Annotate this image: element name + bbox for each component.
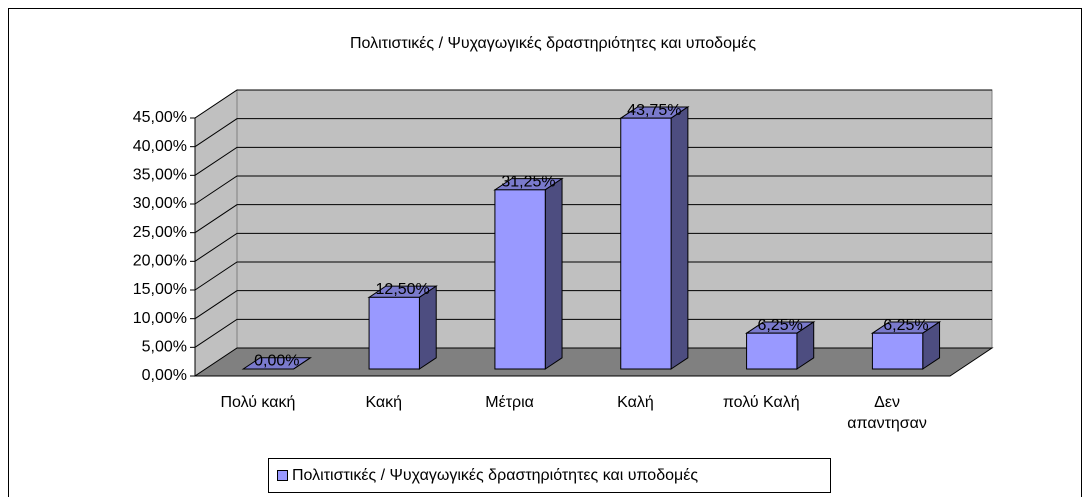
legend-box <box>268 458 831 493</box>
grid-line <box>194 118 992 148</box>
bar <box>620 117 672 370</box>
y-tick-label: 20,00% <box>133 253 187 270</box>
grid-line <box>194 89 992 119</box>
y-tick-label: 25,00% <box>133 224 187 241</box>
chart-title: Πολιτιστικές / Ψυχαγωγικές δραστηριότητε… <box>350 35 756 52</box>
bar-side <box>293 357 311 370</box>
grid-line <box>194 232 992 262</box>
value-label: 43,75% <box>627 102 681 119</box>
back-wall <box>236 89 993 349</box>
grid-line <box>194 261 992 291</box>
grid-line <box>194 290 992 320</box>
y-tick-label: 40,00% <box>133 138 187 155</box>
value-label: 31,25% <box>501 173 555 190</box>
bar <box>871 332 924 370</box>
x-tick-label: Κακή <box>365 394 402 411</box>
bar <box>494 189 546 370</box>
value-label: 6,25% <box>883 317 928 334</box>
x-tick-label: Καλή <box>617 394 654 411</box>
x-tick-label: πολύ Καλή <box>723 394 800 411</box>
bar <box>368 296 420 370</box>
grid-line <box>194 175 992 205</box>
bar-side <box>418 285 437 370</box>
x-tick-label: Μέτρια <box>485 394 534 411</box>
y-tick-label: 35,00% <box>133 167 187 184</box>
value-label: 12,50% <box>376 281 430 298</box>
y-tick-label: 45,00% <box>133 109 187 126</box>
bar-side <box>544 177 563 370</box>
y-tick-label: 5,00% <box>142 339 187 356</box>
y-tick-label: 0,00% <box>142 367 187 384</box>
y-tick-label: 10,00% <box>133 310 187 327</box>
grid-line <box>194 204 992 234</box>
value-label: 0,00% <box>254 353 299 370</box>
bar-side <box>670 106 689 370</box>
x-tick-label: Πολύ κακή <box>220 394 295 411</box>
value-label: 6,25% <box>757 317 802 334</box>
bar <box>746 332 798 370</box>
grid-line <box>194 318 992 348</box>
grid-line <box>194 146 992 176</box>
legend-swatch <box>277 470 288 481</box>
x-tick-label: Δεν απαντησαν <box>847 394 927 432</box>
y-tick-label: 15,00% <box>133 281 187 298</box>
legend-label: Πολιτιστικές / Ψυχαγωγικές δραστηριότητε… <box>292 467 698 484</box>
y-tick-label: 30,00% <box>133 195 187 212</box>
